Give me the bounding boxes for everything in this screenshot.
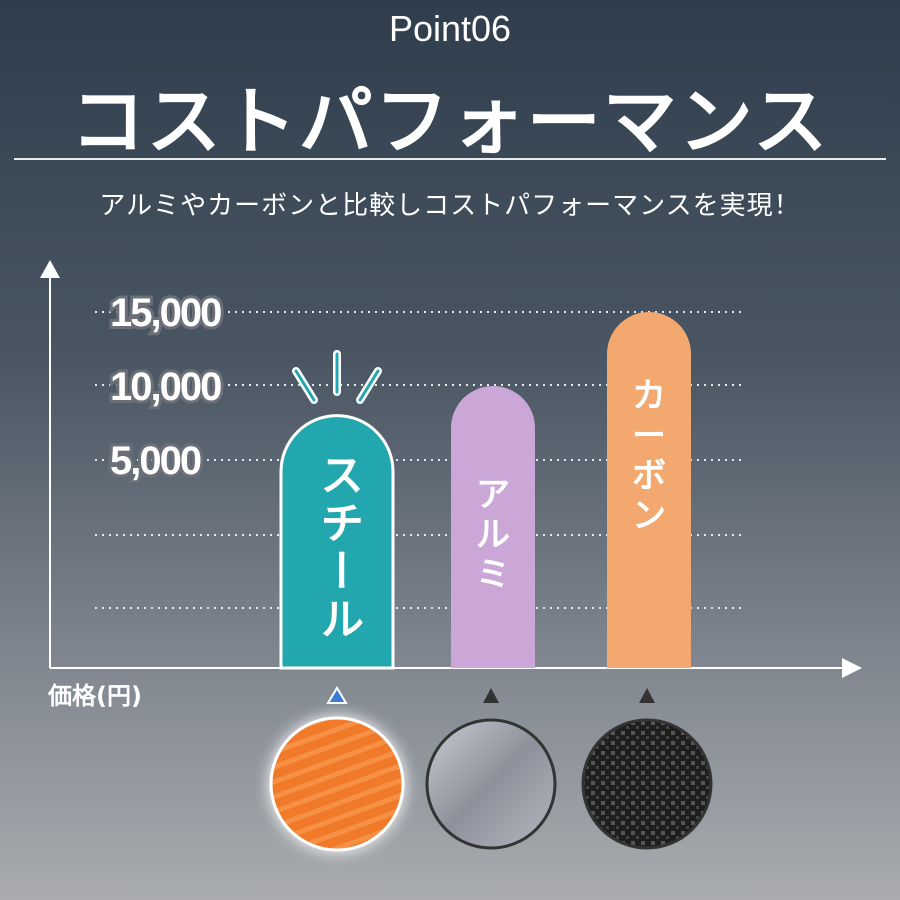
bar-label-char: カ [632,376,666,416]
bar-label-char: ミ [476,555,510,595]
highlighted-bar-label: スチール [312,452,363,644]
subtitle: アルミやカーボンと比較しコストパフォーマンスを実現！ [99,191,801,221]
bar-label-char: ア [476,475,510,515]
bar-0 [279,414,395,670]
y-axis-arrow-icon [40,260,60,278]
bar-label-char: ボ [632,456,666,496]
bar-2 [607,312,691,668]
bar-label: カーボン [632,376,666,536]
y-axis-label: 価格(円) [48,682,142,710]
x-axis-arrow-icon [842,658,862,678]
y-tick-label: 5,000 [110,439,201,483]
carbon-texture-image [581,718,713,850]
point-number: Point06 [388,8,512,49]
bar-label-char: ル [476,515,510,555]
y-tick-label: 10,000 [110,365,221,409]
title-divider [14,158,886,160]
bar-1 [451,386,535,668]
bar-label-char: ン [632,496,666,536]
bar-label-char: ー [632,416,666,456]
page-title: コストパフォーマンス [70,79,830,165]
pointer-carbon-icon [639,688,655,703]
y-tick-label: 15,000 [110,291,221,335]
aluminum-texture-image [425,718,557,850]
steel-texture-image [269,716,405,852]
pointer-aluminum-icon [483,688,499,703]
bar-label: アルミ [476,475,510,595]
pointer-steel-icon [326,686,348,704]
